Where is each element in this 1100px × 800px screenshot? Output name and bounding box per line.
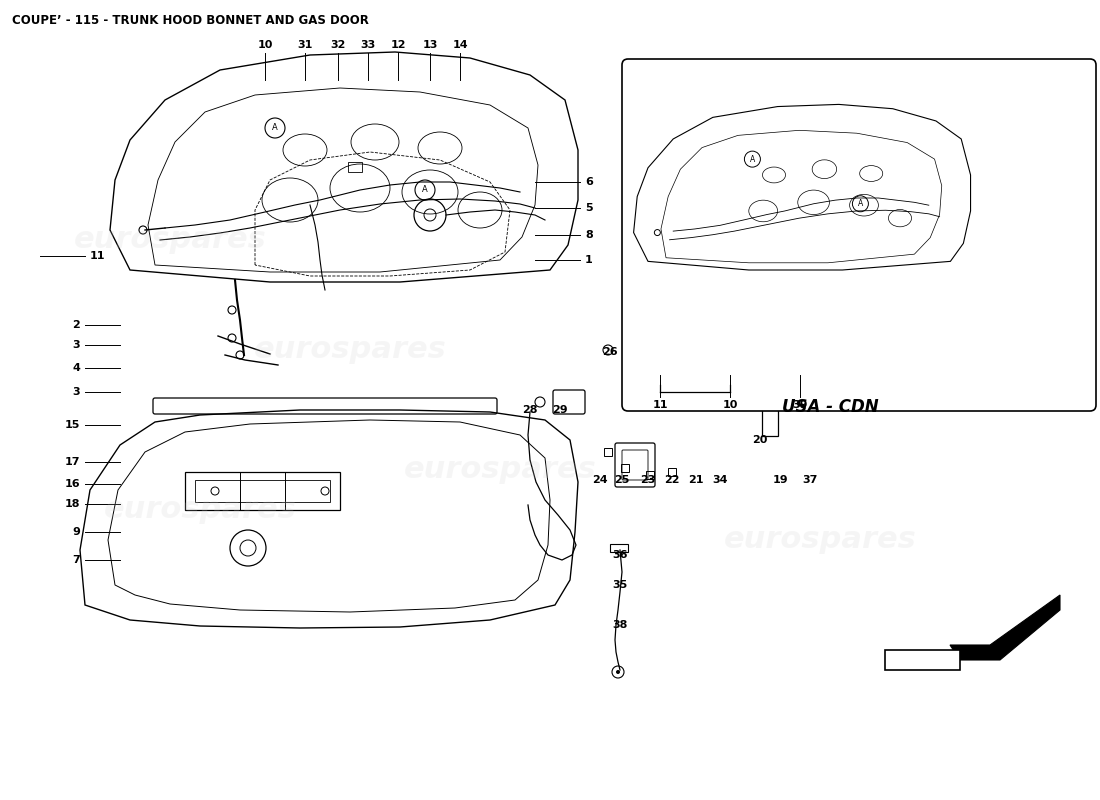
Text: 38: 38 (613, 620, 628, 630)
Text: 22: 22 (674, 347, 690, 357)
Bar (348, 162, 362, 172)
Text: 32: 32 (330, 40, 345, 50)
Text: eurospares: eurospares (724, 526, 916, 554)
Text: 13: 13 (422, 40, 438, 50)
Text: A: A (750, 154, 755, 164)
Circle shape (616, 670, 620, 674)
Text: 14: 14 (452, 40, 468, 50)
Text: 10: 10 (257, 40, 273, 50)
Text: 23: 23 (650, 347, 666, 357)
Text: 33: 33 (361, 40, 375, 50)
Bar (621, 464, 629, 472)
Text: 18: 18 (65, 499, 80, 509)
Text: 36: 36 (613, 550, 628, 560)
FancyBboxPatch shape (621, 59, 1096, 411)
Text: 7: 7 (73, 555, 80, 565)
Text: eurospares: eurospares (404, 455, 596, 485)
Text: 37: 37 (802, 475, 817, 485)
Text: 30: 30 (703, 347, 717, 357)
Text: 10: 10 (723, 400, 738, 410)
Bar (604, 448, 612, 456)
Text: 34: 34 (713, 475, 728, 485)
Bar (668, 468, 676, 476)
Text: 11: 11 (652, 400, 668, 410)
Text: A: A (422, 186, 428, 194)
Text: 8: 8 (585, 230, 593, 240)
Text: 22: 22 (664, 475, 680, 485)
Text: 9: 9 (73, 527, 80, 537)
Text: eurospares: eurospares (254, 335, 447, 365)
Bar (762, 404, 778, 436)
Bar (610, 544, 628, 552)
Text: 28: 28 (522, 405, 538, 415)
Text: 12: 12 (390, 40, 406, 50)
Text: 19: 19 (772, 475, 788, 485)
Text: 25: 25 (614, 475, 629, 485)
Text: 39: 39 (792, 400, 807, 410)
Text: A: A (272, 123, 278, 133)
Text: 3: 3 (73, 387, 80, 397)
Bar (185, 472, 340, 510)
Text: USA - CDN: USA - CDN (782, 398, 878, 416)
Polygon shape (950, 595, 1060, 660)
Text: 29: 29 (552, 405, 568, 415)
Text: 15: 15 (65, 420, 80, 430)
Bar (886, 650, 960, 670)
Text: 31: 31 (297, 40, 312, 50)
Text: 4: 4 (73, 363, 80, 373)
Text: 16: 16 (65, 479, 80, 489)
Text: 1: 1 (585, 255, 593, 265)
Bar (195, 480, 330, 502)
Text: eurospares: eurospares (74, 226, 266, 254)
Bar (646, 471, 654, 479)
Text: 26: 26 (602, 347, 618, 357)
Text: 5: 5 (585, 203, 593, 213)
Text: 2: 2 (73, 320, 80, 330)
Text: A: A (858, 199, 864, 208)
Text: eurospares: eurospares (103, 495, 296, 525)
Text: 27: 27 (625, 347, 640, 357)
Text: 11: 11 (90, 251, 106, 261)
Text: 20: 20 (752, 435, 768, 445)
Text: 3: 3 (73, 340, 80, 350)
Text: 35: 35 (613, 580, 628, 590)
Text: 23: 23 (640, 475, 656, 485)
Text: 6: 6 (585, 177, 593, 187)
Text: 21: 21 (689, 475, 704, 485)
Text: 17: 17 (65, 457, 80, 467)
Text: COUPE’ - 115 - TRUNK HOOD BONNET AND GAS DOOR: COUPE’ - 115 - TRUNK HOOD BONNET AND GAS… (12, 14, 369, 27)
Text: 24: 24 (592, 475, 608, 485)
